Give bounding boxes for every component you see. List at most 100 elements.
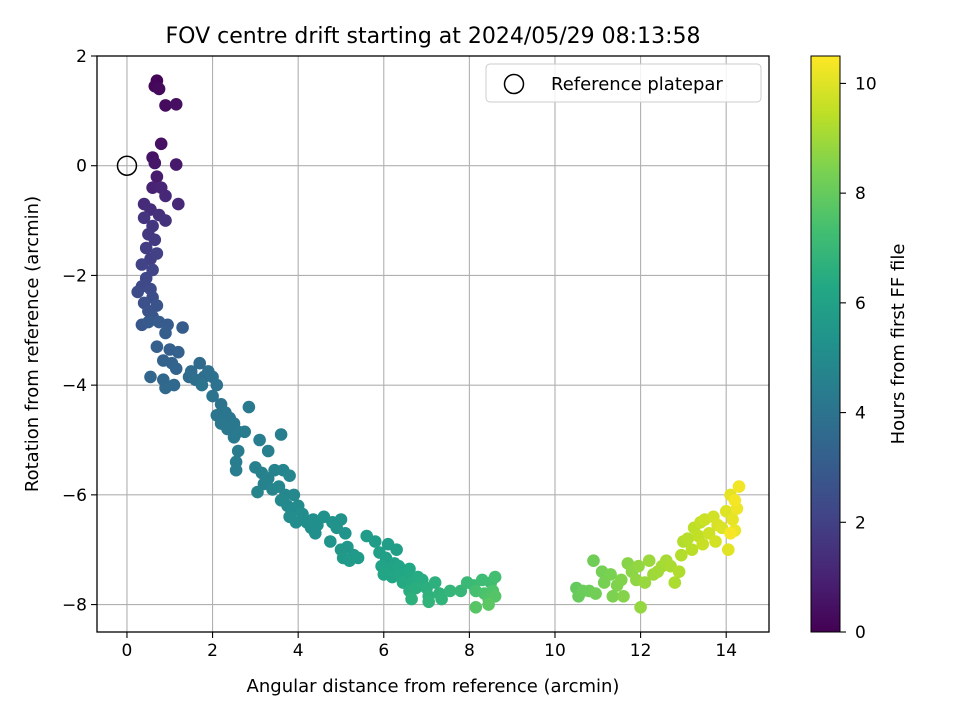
scatter-point [159,381,172,395]
plot-frame [96,55,770,633]
scatter-point [435,592,448,606]
x-tick-label: 10 [544,641,566,661]
scatter-point [137,211,151,225]
scatter-point [144,370,157,384]
scatter-point [443,584,457,598]
scatter-point [606,590,620,603]
scatter-point [604,568,617,581]
scatter-point [152,82,166,96]
colorbar-ticks: 0 2 4 6 8 10 [840,74,877,643]
scatter-point [339,527,352,540]
scatter-point [169,362,183,376]
scatter-point [251,485,264,499]
scatter-point [135,258,149,271]
scatter-point [409,581,423,595]
scatter-point [615,573,628,587]
x-axis-label: Angular distance from reference (arcmin) [247,676,620,697]
x-tick-label: 14 [715,641,737,661]
y-tick-label: 2 [76,47,87,67]
colorbar-tick-label: 2 [855,513,866,533]
legend-marker-reference [503,73,525,95]
scatter-point [675,548,688,562]
scatter-point [405,592,418,606]
scatter-point [169,158,183,171]
scatter-point [238,425,251,439]
x-tick-label: 2 [207,641,218,661]
colorbar [810,55,841,633]
scatter-point [176,321,189,334]
scatter-point [261,444,275,458]
scatter-point [642,554,656,567]
colorbar-tick-label: 0 [855,623,866,643]
scatter-point [488,570,502,584]
scatter-point [685,543,699,556]
legend-box: Reference platepar [485,63,762,103]
x-tick-label: 6 [378,641,389,661]
scatter-point [159,326,172,340]
scatter-point [150,247,164,260]
scatter-point [148,233,162,247]
y-axis-label: Rotation from reference (arcmin) [22,196,43,492]
scatter-point [159,189,172,203]
scatter-point [142,315,155,329]
scatter-point [195,378,209,392]
scatter-point [403,562,416,576]
scatter-point [139,241,153,255]
scatter-point [227,431,241,444]
scatter-point [253,433,266,447]
scatter-point [638,576,652,589]
y-tick-label: 0 [76,157,87,177]
scatter-point [287,488,301,502]
y-tick-label: −8 [62,596,87,616]
scatter-point [206,389,219,403]
scatter-point [724,527,737,540]
scatter-point [159,99,172,112]
data-points [116,74,746,614]
colorbar-tick-label: 10 [855,74,877,94]
colorbar-tick-label: 6 [855,294,866,314]
scatter-point [150,170,164,183]
colorbar-tick-label: 4 [855,404,866,424]
scatter-point [709,535,722,548]
scatter-point [732,480,746,493]
scatter-point [672,565,686,578]
x-tick-label: 12 [630,641,652,661]
scatter-point [159,214,172,227]
scatter-point [617,590,630,603]
scatter-point [368,535,382,548]
scatter-point [193,356,206,370]
scatter-point [283,469,296,483]
reference-point-marker [116,155,138,176]
scatter-point [242,400,256,414]
scatter-point [229,463,243,477]
scatter-point [668,576,682,589]
y-tick-label: −6 [62,486,87,506]
y-tick-label: −4 [62,376,87,396]
x-tick-label: 0 [122,641,133,661]
scatter-point [169,98,183,111]
colorbar-tick-label: 8 [855,184,866,204]
scatter-point [469,601,483,614]
y-tick-label: −2 [62,266,87,286]
scatter-point [231,444,245,458]
legend-label-reference: Reference platepar [551,74,723,95]
scatter-point [422,595,436,609]
scatter-point [148,156,162,170]
scatter-point [722,543,735,556]
scatter-point [428,576,442,589]
scatter-point [351,551,365,565]
scatter-point [274,428,288,441]
scatter-point [587,554,600,567]
scatter-point [632,559,645,573]
axis-ticks: 0 2 4 6 8 10 12 14 −8 −6 −4 −2 0 2 [62,47,737,661]
scatter-point [726,513,739,526]
scatter-point [589,587,602,600]
scatter-point [324,535,337,548]
grid-lines [97,55,769,632]
scatter-point [728,494,742,507]
chart-title: FOV centre drift starting at 2024/05/29 … [166,24,701,49]
scatter-point [150,299,164,312]
scatter-point [681,532,694,545]
scatter-point [172,197,185,211]
